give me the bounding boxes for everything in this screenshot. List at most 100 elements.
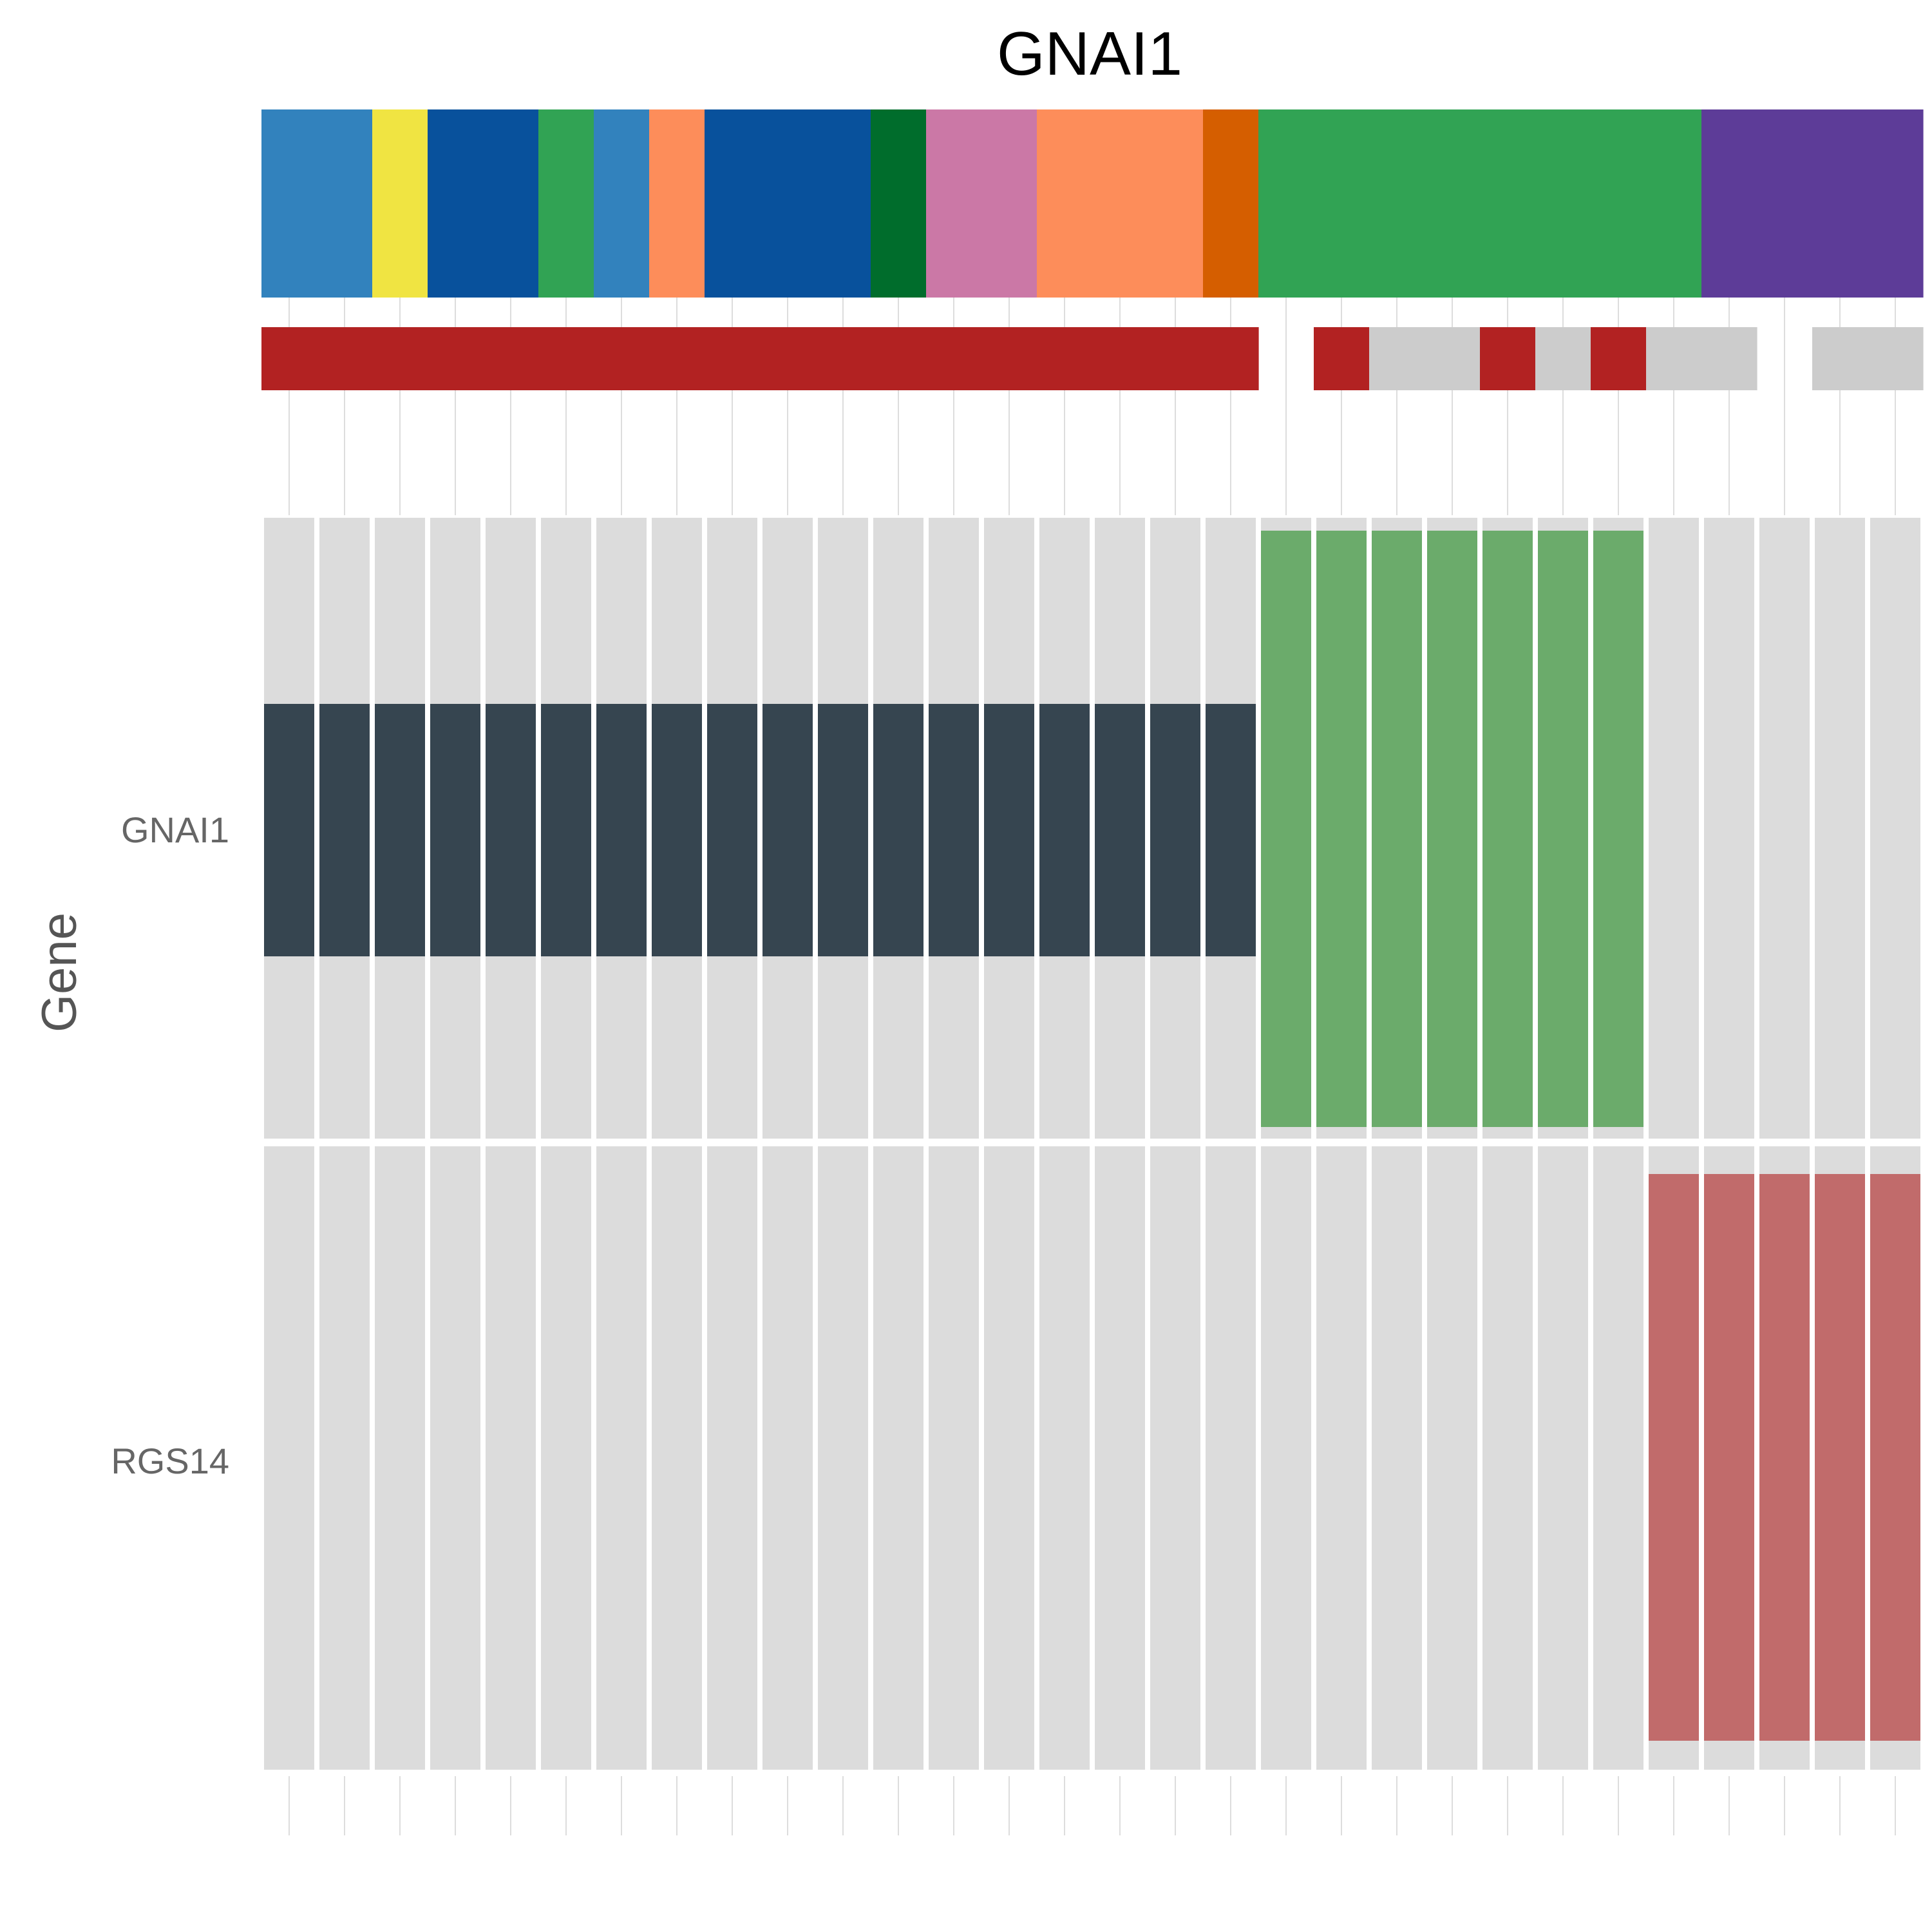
annotation-bottom-cell bbox=[926, 327, 982, 390]
annotation-top-cell bbox=[1258, 109, 1314, 298]
annotation-top-cell bbox=[1092, 109, 1148, 298]
annotation-top-cell bbox=[1425, 109, 1481, 298]
chart-title: GNAI1 bbox=[997, 19, 1182, 88]
annotation-top-cell bbox=[317, 109, 373, 298]
ytick-label-rgs14: RGS14 bbox=[111, 1441, 229, 1481]
heatmap-cell-bg bbox=[1095, 1146, 1145, 1770]
heatmap-cell-low bbox=[1704, 1174, 1754, 1741]
annotation-bottom-cell bbox=[1092, 327, 1148, 390]
annotation-bottom-cell bbox=[815, 327, 871, 390]
bottom-annotation-track bbox=[261, 327, 1924, 390]
heatmap-cell-bg bbox=[707, 1146, 757, 1770]
heatmap-cell-mid bbox=[375, 704, 425, 956]
heatmap-cell-bg bbox=[1206, 1146, 1256, 1770]
annotation-bottom-cell bbox=[871, 327, 927, 390]
heatmap-cell-mid bbox=[1095, 704, 1145, 956]
heatmap-cell-bg bbox=[319, 1146, 370, 1770]
annotation-bottom-cell bbox=[483, 327, 539, 390]
heatmap-cell-mid bbox=[652, 704, 702, 956]
heatmap-cell-bg bbox=[1427, 1146, 1477, 1770]
heatmap-cell-high bbox=[1316, 531, 1367, 1127]
heatmap-cell-mid bbox=[818, 704, 868, 956]
heatmap-cell-high bbox=[1427, 531, 1477, 1127]
heatmap-cell-bg bbox=[375, 1146, 425, 1770]
heatmap-cell-bg bbox=[818, 1146, 868, 1770]
heatmap-cell-bg bbox=[762, 1146, 813, 1770]
heatmap-cell-bg bbox=[1815, 518, 1865, 1139]
annotation-top-cell bbox=[871, 109, 927, 298]
heatmap-cell-low bbox=[1759, 1174, 1810, 1741]
annotation-top-cell bbox=[1148, 109, 1204, 298]
annotation-bottom-cell bbox=[538, 327, 594, 390]
heatmap-cell-bg bbox=[1759, 518, 1810, 1139]
annotation-top-cell bbox=[705, 109, 761, 298]
heatmap-cell-mid bbox=[984, 704, 1034, 956]
annotation-bottom-cell bbox=[1812, 327, 1868, 390]
annotation-top-cell bbox=[1868, 109, 1924, 298]
heatmap-cell-bg bbox=[984, 1146, 1034, 1770]
heatmap-cell-bg bbox=[1593, 1146, 1643, 1770]
annotation-top-cell bbox=[815, 109, 871, 298]
annotation-top-cell bbox=[1203, 109, 1259, 298]
heatmap-cell-mid bbox=[596, 704, 647, 956]
heatmap-cell-bg bbox=[1039, 1146, 1090, 1770]
annotation-bottom-cell bbox=[594, 327, 650, 390]
heatmap-cell-bg bbox=[1704, 518, 1754, 1139]
y-axis-label: Gene bbox=[32, 913, 87, 1032]
annotation-bottom-cell bbox=[1314, 327, 1370, 390]
annotation-top-cell bbox=[1812, 109, 1868, 298]
heatmap-cell-bg bbox=[1870, 518, 1920, 1139]
annotation-top-cell bbox=[926, 109, 982, 298]
annotation-bottom-cell bbox=[1868, 327, 1924, 390]
annotation-top-cell bbox=[1535, 109, 1591, 298]
annotation-top-cell bbox=[1591, 109, 1647, 298]
annotation-bottom-cell bbox=[1646, 327, 1702, 390]
ytick-label-gnai1: GNAI1 bbox=[121, 810, 229, 850]
heatmap-cell-bg bbox=[929, 1146, 979, 1770]
heatmap-cell-high bbox=[1593, 531, 1643, 1127]
annotation-top-cell bbox=[538, 109, 594, 298]
heatmap-cell-mid bbox=[707, 704, 757, 956]
heatmap-cell-mid bbox=[929, 704, 979, 956]
annotation-bottom-cell bbox=[1535, 327, 1591, 390]
heatmap-cell-mid bbox=[1206, 704, 1256, 956]
heatmap-cell-high bbox=[1261, 531, 1311, 1127]
heatmap-cell-mid bbox=[541, 704, 591, 956]
heatmap-cell-bg bbox=[541, 1146, 591, 1770]
annotation-bottom-cell bbox=[1369, 327, 1425, 390]
heatmap-cell-mid bbox=[1039, 704, 1090, 956]
annotation-top-cell bbox=[1701, 109, 1757, 298]
heatmap-cell-bg bbox=[1372, 1146, 1422, 1770]
annotation-top-cell bbox=[649, 109, 705, 298]
heatmap-cell-bg bbox=[1538, 1146, 1588, 1770]
heatmap-cell-bg bbox=[1482, 1146, 1533, 1770]
annotation-top-cell bbox=[1646, 109, 1702, 298]
annotation-bottom-cell bbox=[261, 327, 317, 390]
annotation-bottom-cell bbox=[981, 327, 1037, 390]
heatmap-cell-bg bbox=[1316, 1146, 1367, 1770]
annotation-top-cell bbox=[1757, 109, 1813, 298]
annotation-bottom-cell bbox=[1425, 327, 1481, 390]
annotation-top-cell bbox=[261, 109, 317, 298]
annotation-top-cell bbox=[1480, 109, 1536, 298]
heatmap-cells bbox=[264, 518, 1920, 1770]
annotation-bottom-cell bbox=[317, 327, 373, 390]
annotation-bottom-cell bbox=[1148, 327, 1204, 390]
annotation-top-cell bbox=[372, 109, 428, 298]
annotation-top-cell bbox=[1314, 109, 1370, 298]
annotation-bottom-cell bbox=[1203, 327, 1259, 390]
heatmap-cell-bg bbox=[486, 1146, 536, 1770]
annotation-bottom-cell bbox=[705, 327, 761, 390]
heatmap-cell-bg bbox=[652, 1146, 702, 1770]
top-annotation-track bbox=[261, 109, 1924, 298]
heatmap-cell-high bbox=[1372, 531, 1422, 1127]
heatmap-cell-mid bbox=[873, 704, 923, 956]
heatmap-cell-bg bbox=[873, 1146, 923, 1770]
heatmap-cell-bg bbox=[1649, 518, 1699, 1139]
annotation-top-cell bbox=[981, 109, 1037, 298]
heatmap-cell-high bbox=[1538, 531, 1588, 1127]
annotation-bottom-cell bbox=[1480, 327, 1536, 390]
heatmap-cell-low bbox=[1870, 1174, 1920, 1741]
heatmap-cell-high bbox=[1482, 531, 1533, 1127]
